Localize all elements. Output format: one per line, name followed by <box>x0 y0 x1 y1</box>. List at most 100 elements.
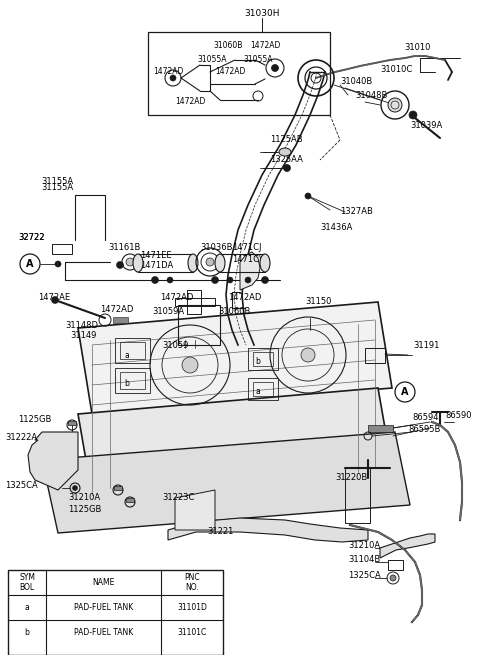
Circle shape <box>55 261 61 267</box>
Circle shape <box>206 258 214 266</box>
Text: 31148D: 31148D <box>65 320 98 329</box>
Text: 31059A: 31059A <box>152 307 184 316</box>
Bar <box>138 254 193 272</box>
Text: 1125GB: 1125GB <box>68 506 101 514</box>
Text: 31101C: 31101C <box>178 628 206 637</box>
Text: b: b <box>125 379 130 388</box>
Bar <box>113 317 128 323</box>
Text: b: b <box>255 358 261 367</box>
Text: 86594: 86594 <box>412 413 439 422</box>
Circle shape <box>152 276 158 284</box>
Text: 31040B: 31040B <box>340 77 372 86</box>
Bar <box>115 368 150 393</box>
Circle shape <box>245 277 251 283</box>
Bar <box>388 560 403 570</box>
Text: 31436A: 31436A <box>320 223 352 233</box>
Bar <box>220 254 265 272</box>
Text: PAD-FUEL TANK: PAD-FUEL TANK <box>74 603 133 612</box>
Text: 31221: 31221 <box>207 527 233 536</box>
Text: 31210A: 31210A <box>348 542 380 550</box>
Text: b: b <box>24 628 29 637</box>
Text: 86590: 86590 <box>445 411 471 419</box>
Text: 31060B: 31060B <box>218 307 251 316</box>
Text: 31223C: 31223C <box>162 493 194 502</box>
Text: 1472AE: 1472AE <box>38 293 70 303</box>
Circle shape <box>170 75 176 81</box>
Bar <box>368 425 393 432</box>
Text: NAME: NAME <box>92 578 115 587</box>
Bar <box>365 348 385 363</box>
Text: 1471DA: 1471DA <box>140 261 173 269</box>
Text: 1472AD: 1472AD <box>228 293 262 303</box>
Text: 31010: 31010 <box>404 43 431 52</box>
Text: 1471CJ: 1471CJ <box>232 244 262 252</box>
Bar <box>115 338 150 363</box>
Bar <box>345 468 370 523</box>
Text: 32722: 32722 <box>18 233 45 242</box>
Text: 31010C: 31010C <box>380 66 412 75</box>
Bar <box>248 378 278 400</box>
Text: 31149: 31149 <box>70 331 96 339</box>
Text: 31101D: 31101D <box>177 603 207 612</box>
Text: 1327AB: 1327AB <box>340 208 373 217</box>
Text: A: A <box>401 387 409 397</box>
Bar <box>52 244 72 254</box>
Text: 1472AD: 1472AD <box>153 67 183 77</box>
Polygon shape <box>78 388 392 495</box>
Bar <box>175 298 215 306</box>
Bar <box>248 348 278 370</box>
Text: PNC
NO.: PNC NO. <box>184 573 200 592</box>
Polygon shape <box>240 252 260 290</box>
Text: SYM
BOL: SYM BOL <box>19 573 35 592</box>
Text: 31155A: 31155A <box>41 178 73 187</box>
Text: a: a <box>125 350 130 360</box>
Bar <box>114 486 122 490</box>
Text: 31055A: 31055A <box>197 56 227 64</box>
Circle shape <box>390 575 396 581</box>
Text: 1472AD: 1472AD <box>100 305 133 314</box>
Ellipse shape <box>260 254 270 272</box>
Text: 1325AA: 1325AA <box>270 155 303 164</box>
Text: 31055A: 31055A <box>243 56 273 64</box>
Circle shape <box>117 261 123 269</box>
Circle shape <box>409 111 417 119</box>
Bar <box>187 290 201 314</box>
Text: 1472AD: 1472AD <box>175 98 205 107</box>
Text: 1472AD: 1472AD <box>160 293 193 303</box>
Bar <box>253 382 273 396</box>
Text: 31150: 31150 <box>305 297 331 307</box>
Ellipse shape <box>133 254 143 272</box>
Text: 31060B: 31060B <box>213 41 242 50</box>
Bar <box>68 421 76 425</box>
Circle shape <box>72 485 77 491</box>
Text: 32722: 32722 <box>18 233 45 242</box>
Ellipse shape <box>215 254 225 272</box>
Bar <box>178 305 220 345</box>
Text: 1125AB: 1125AB <box>270 136 302 145</box>
Circle shape <box>126 258 134 266</box>
Circle shape <box>262 276 268 284</box>
Text: 31191: 31191 <box>413 341 439 350</box>
Text: 31059: 31059 <box>162 341 188 350</box>
Circle shape <box>301 348 315 362</box>
Text: a: a <box>24 603 29 612</box>
Text: 1325CA: 1325CA <box>5 481 38 489</box>
Polygon shape <box>380 534 435 558</box>
Text: 31222A: 31222A <box>5 434 37 443</box>
Text: 31210A: 31210A <box>68 493 100 502</box>
Bar <box>8 570 223 655</box>
Text: 31036B: 31036B <box>200 244 232 252</box>
Text: 31048B: 31048B <box>355 90 387 100</box>
Polygon shape <box>168 518 368 542</box>
Bar <box>120 342 145 359</box>
Bar <box>126 498 134 502</box>
Text: 1471CW: 1471CW <box>232 255 267 265</box>
Text: 1125GB: 1125GB <box>18 415 51 424</box>
Polygon shape <box>42 432 410 533</box>
Circle shape <box>272 64 278 71</box>
Bar <box>148 32 330 115</box>
Text: 31161B: 31161B <box>108 244 140 252</box>
Polygon shape <box>175 490 215 530</box>
Polygon shape <box>78 302 392 414</box>
Bar <box>253 352 273 366</box>
